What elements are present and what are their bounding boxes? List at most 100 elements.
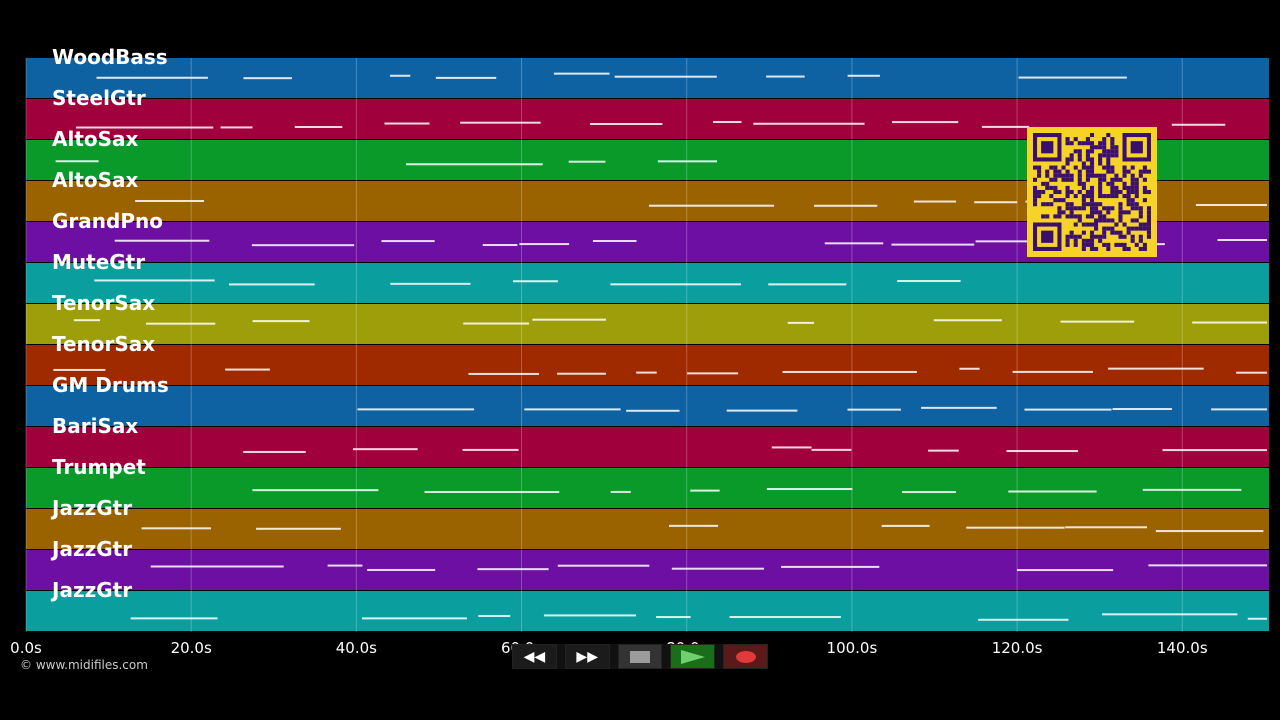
- qr-module: [1110, 206, 1115, 211]
- qr-module: [1089, 194, 1095, 199]
- qr-module: [1073, 165, 1078, 170]
- track-label: TenorSax: [52, 291, 156, 315]
- note-segment: [513, 280, 558, 283]
- qr-module: [1085, 189, 1090, 195]
- qr-module: [1069, 141, 1074, 146]
- qr-module: [1065, 185, 1070, 190]
- qr-module: [1089, 222, 1095, 227]
- track-lane: [26, 386, 1269, 426]
- note-segment: [1112, 408, 1172, 411]
- qr-module: [1118, 234, 1123, 239]
- note-segment: [847, 74, 880, 77]
- qr-module: [1110, 194, 1115, 199]
- fast-forward-button[interactable]: ▶▶: [564, 644, 610, 669]
- qr-module: [1065, 173, 1070, 178]
- qr-module: [1065, 177, 1070, 182]
- note-segment: [656, 616, 691, 619]
- qr-module: [1085, 137, 1090, 142]
- qr-module: [1142, 185, 1147, 190]
- note-segment: [913, 200, 957, 203]
- qr-module: [1110, 169, 1115, 174]
- qr-module: [1130, 185, 1135, 190]
- qr-module: [1065, 234, 1070, 239]
- note-segment: [1108, 367, 1204, 370]
- qr-module: [1126, 230, 1131, 235]
- qr-module: [1033, 177, 1038, 182]
- qr-module: [1089, 189, 1095, 195]
- qr-module: [1102, 242, 1107, 247]
- qr-module: [1085, 149, 1090, 154]
- qr-module: [1037, 194, 1042, 199]
- qr-module: [1118, 210, 1123, 215]
- qr-module: [1122, 133, 1127, 162]
- qr-module: [1110, 149, 1115, 154]
- qr-module: [1122, 246, 1127, 251]
- note-segment: [1102, 613, 1238, 616]
- qr-module: [1057, 198, 1062, 203]
- play-button[interactable]: [670, 644, 716, 669]
- qr-module: [1077, 153, 1082, 158]
- note-segment: [1142, 488, 1242, 491]
- rewind-button[interactable]: ◀◀: [512, 644, 557, 669]
- note-segment: [614, 75, 717, 78]
- qr-module: [1106, 242, 1111, 247]
- qr-module: [1098, 177, 1103, 182]
- qr-module: [1085, 238, 1090, 243]
- qr-module: [1098, 145, 1103, 150]
- qr-module: [1138, 173, 1143, 178]
- note-segment: [141, 527, 212, 530]
- qr-module: [1146, 169, 1151, 174]
- qr-module: [1146, 133, 1151, 162]
- track-lane: [26, 468, 1269, 508]
- qr-module: [1073, 214, 1078, 219]
- qr-module: [1098, 218, 1103, 223]
- qr-module: [1142, 189, 1147, 195]
- qr-module: [1098, 238, 1103, 243]
- qr-module: [1106, 169, 1111, 174]
- record-button[interactable]: [723, 644, 768, 669]
- note-segment: [592, 239, 637, 242]
- note-segment: [787, 321, 815, 324]
- qr-module: [1106, 210, 1111, 215]
- qr-module: [1122, 133, 1151, 138]
- qr-module: [1085, 222, 1090, 227]
- qr-module: [1073, 234, 1078, 239]
- qr-module: [1053, 185, 1058, 190]
- qr-module: [1146, 214, 1151, 219]
- note-segment: [1162, 449, 1267, 452]
- qr-module: [1065, 157, 1070, 162]
- qr-module: [1102, 230, 1107, 235]
- qr-module: [1049, 202, 1054, 207]
- note-segment: [726, 409, 798, 412]
- qr-module: [1094, 234, 1099, 239]
- qr-module: [1094, 202, 1099, 207]
- note-segment: [847, 408, 901, 411]
- qr-module: [1134, 226, 1139, 231]
- stop-button[interactable]: [617, 644, 663, 669]
- qr-module: [1118, 202, 1123, 207]
- track-label: MuteGtr: [52, 250, 146, 274]
- qr-module: [1142, 177, 1147, 182]
- qr-module: [1094, 173, 1099, 178]
- qr-module: [1053, 177, 1058, 182]
- qr-module: [1102, 153, 1107, 158]
- qr-module: [1085, 202, 1090, 207]
- qr-module: [1134, 206, 1139, 211]
- qr-module: [1061, 177, 1066, 182]
- qr-module: [1122, 169, 1127, 174]
- qr-module: [1114, 177, 1119, 182]
- note-segment: [928, 449, 959, 452]
- note-segment: [589, 122, 663, 125]
- qr-module: [1045, 202, 1050, 207]
- qr-module: [1130, 189, 1135, 195]
- qr-module: [1106, 206, 1111, 211]
- note-segment: [251, 244, 355, 247]
- note-segment: [390, 282, 471, 285]
- qr-module: [1126, 226, 1131, 231]
- note-segment: [881, 524, 930, 527]
- note-segment: [256, 527, 341, 530]
- qr-module: [1033, 157, 1062, 162]
- qr-module: [1110, 141, 1115, 146]
- qr-module: [1110, 218, 1115, 223]
